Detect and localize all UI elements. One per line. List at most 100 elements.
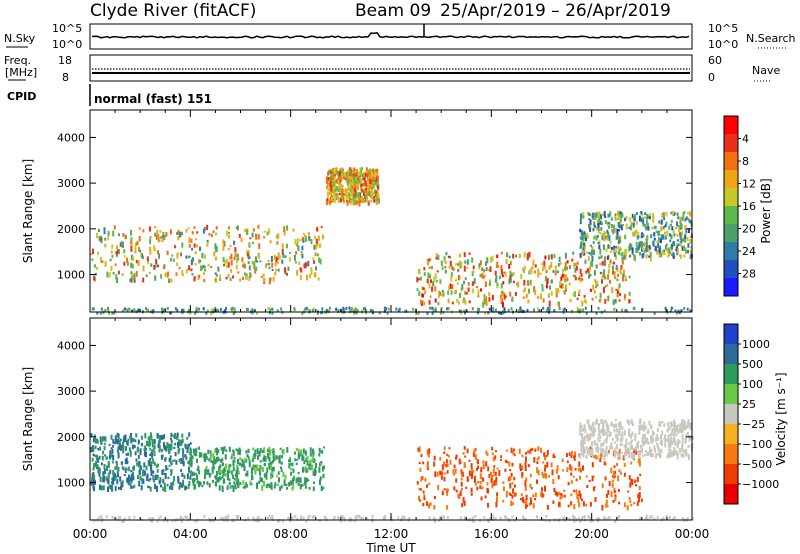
echo-cell bbox=[180, 458, 183, 462]
echo-cell bbox=[458, 276, 461, 280]
nsky-label: N.Sky bbox=[4, 32, 36, 45]
echo-cell bbox=[355, 192, 358, 198]
echo-cell bbox=[521, 472, 524, 477]
echo-cell bbox=[363, 177, 366, 182]
echo-cell bbox=[304, 236, 307, 242]
echo-cell bbox=[228, 235, 231, 239]
echo-cell bbox=[308, 236, 311, 242]
echo-cell bbox=[177, 443, 180, 448]
echo-cell bbox=[101, 437, 104, 442]
echo-cell bbox=[294, 458, 297, 462]
echo-cell bbox=[246, 470, 249, 477]
echo-cell bbox=[98, 467, 100, 473]
near-range-cell bbox=[101, 517, 104, 521]
echo-cell bbox=[420, 477, 423, 482]
echo-cell bbox=[676, 239, 679, 242]
echo-cell bbox=[354, 196, 356, 200]
echo-cell bbox=[616, 463, 618, 467]
echo-cell bbox=[148, 436, 151, 443]
echo-cell bbox=[234, 247, 237, 253]
echo-cell bbox=[109, 469, 112, 474]
echo-cell bbox=[564, 252, 567, 259]
echo-cell bbox=[480, 288, 482, 292]
echo-cell bbox=[112, 475, 115, 479]
echo-cell bbox=[653, 232, 656, 237]
echo-cell bbox=[202, 228, 205, 234]
echo-cell bbox=[462, 299, 465, 304]
nsky-strip: N.Sky 10^5 10^0 10^5 10^0 N.Search bbox=[4, 22, 796, 51]
echo-cell bbox=[496, 496, 498, 503]
echo-cell bbox=[585, 475, 588, 478]
echo-cell bbox=[185, 456, 188, 460]
echo-cell bbox=[542, 473, 545, 479]
echo-cell bbox=[283, 230, 286, 236]
echo-cell bbox=[213, 251, 216, 257]
echo-cell bbox=[361, 199, 364, 203]
echo-cell bbox=[617, 290, 619, 294]
echo-cell bbox=[633, 255, 636, 262]
echo-cell bbox=[274, 262, 277, 267]
echo-cell bbox=[362, 175, 365, 181]
echo-cell bbox=[198, 259, 200, 264]
echo-cell bbox=[181, 458, 184, 461]
echo-cell bbox=[239, 462, 241, 466]
echo-cell bbox=[663, 217, 666, 221]
echo-cell bbox=[295, 251, 298, 255]
echo-cell bbox=[295, 447, 298, 451]
near-range-cell bbox=[547, 306, 550, 310]
echo-cell bbox=[331, 196, 333, 202]
echo-cell bbox=[108, 272, 111, 278]
echo-cell bbox=[628, 420, 631, 426]
echo-cell bbox=[263, 277, 266, 284]
colorbar-swatch bbox=[724, 260, 738, 279]
echo-cell bbox=[479, 473, 482, 479]
echo-cell bbox=[566, 277, 569, 282]
freq-label: Freq. bbox=[4, 54, 31, 67]
time-tick-label: 12:00 bbox=[374, 527, 409, 541]
near-range-cell bbox=[492, 517, 495, 521]
echo-cell bbox=[618, 448, 621, 452]
echo-cell bbox=[111, 254, 114, 258]
echo-cell bbox=[187, 486, 190, 489]
cpid-label: CPID bbox=[7, 90, 36, 103]
echo-cell bbox=[453, 291, 456, 294]
echo-cell bbox=[644, 425, 647, 429]
echo-cell bbox=[609, 250, 612, 253]
echo-cell bbox=[199, 246, 201, 251]
echo-cell bbox=[127, 474, 130, 481]
echo-cell bbox=[96, 232, 98, 239]
echo-cell bbox=[170, 437, 173, 441]
echo-cell bbox=[130, 241, 133, 247]
echo-cell bbox=[583, 295, 586, 298]
echo-cell bbox=[594, 216, 597, 221]
echo-cell bbox=[98, 455, 101, 460]
echo-cell bbox=[504, 271, 507, 278]
echo-cell bbox=[499, 295, 502, 298]
near-range-cell bbox=[564, 307, 566, 311]
echo-cell bbox=[143, 470, 146, 476]
echo-cell bbox=[176, 252, 179, 255]
echo-cell bbox=[433, 455, 436, 461]
echo-cell bbox=[443, 488, 446, 491]
near-range-cell bbox=[382, 516, 385, 520]
echo-cell bbox=[109, 484, 112, 490]
echo-cell bbox=[361, 189, 364, 192]
near-range-cell bbox=[320, 311, 322, 315]
echo-cell bbox=[666, 438, 668, 442]
echo-cell bbox=[618, 237, 621, 240]
near-range-cell bbox=[269, 308, 272, 312]
echo-cell bbox=[181, 438, 184, 444]
echo-cell bbox=[616, 235, 619, 239]
echo-cell bbox=[156, 469, 159, 473]
echo-cell bbox=[523, 296, 526, 299]
echo-cell bbox=[620, 434, 623, 437]
echo-cell bbox=[670, 234, 673, 240]
echo-cell bbox=[607, 213, 610, 218]
echo-cell bbox=[668, 444, 670, 447]
echo-cell bbox=[618, 429, 621, 436]
echo-cell bbox=[148, 460, 151, 464]
echo-cell bbox=[632, 222, 635, 227]
echo-cell bbox=[307, 232, 310, 235]
echo-cell bbox=[219, 274, 221, 278]
